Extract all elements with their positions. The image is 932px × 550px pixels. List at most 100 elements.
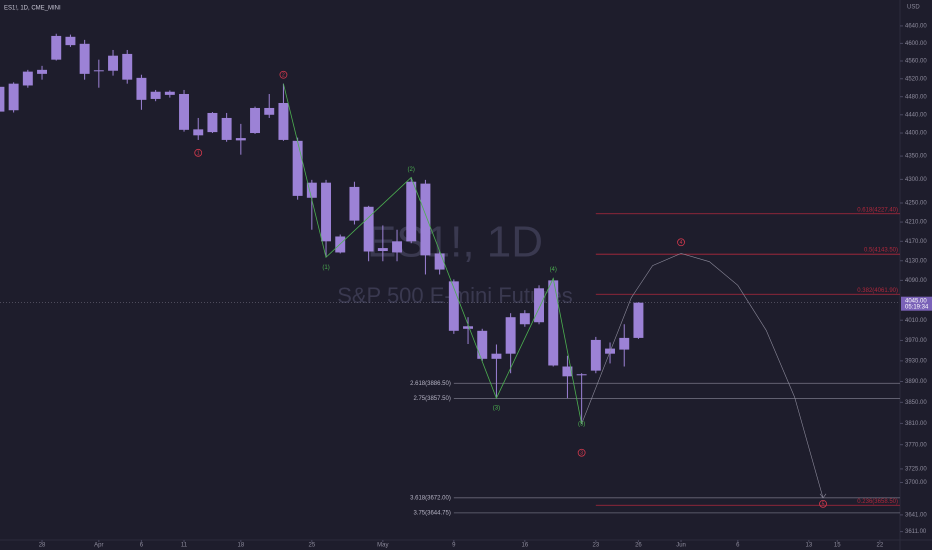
candle-body bbox=[420, 183, 431, 256]
candle-body bbox=[633, 302, 644, 338]
x-tick-label: 9 bbox=[452, 543, 456, 549]
candle-body bbox=[264, 107, 275, 115]
candle-body bbox=[505, 317, 516, 354]
candle-body bbox=[93, 70, 104, 72]
y-tick-label: 3970.00 bbox=[905, 338, 927, 344]
candle-body bbox=[448, 281, 459, 331]
candle-body bbox=[392, 241, 403, 253]
fib-label: 2.618(3886.50) bbox=[410, 381, 451, 387]
cycle-marker bbox=[819, 499, 827, 508]
cycle-label: 2 bbox=[282, 72, 285, 78]
candle-body bbox=[136, 77, 147, 100]
candle-body bbox=[491, 353, 502, 359]
candle-body bbox=[250, 107, 261, 134]
x-tick-label: 11 bbox=[181, 543, 188, 549]
cycle-marker bbox=[677, 238, 685, 247]
candle-body bbox=[51, 35, 62, 60]
candle-body bbox=[108, 55, 119, 71]
fib-label: 3.75(3644.75) bbox=[413, 510, 450, 516]
y-tick-label: 4520.00 bbox=[905, 76, 927, 82]
candle-body bbox=[37, 69, 48, 74]
projection-arrow bbox=[819, 493, 827, 499]
wave-label: (3) bbox=[493, 406, 500, 412]
candle-body bbox=[193, 129, 204, 136]
x-tick-label: 6 bbox=[736, 543, 740, 549]
y-tick-label: 4640.00 bbox=[905, 23, 927, 29]
cycle-label: 5 bbox=[822, 501, 825, 507]
candle-body bbox=[590, 339, 601, 371]
cycle-marker bbox=[194, 148, 203, 157]
x-tick-label: 18 bbox=[237, 543, 244, 549]
x-tick-label: 26 bbox=[635, 543, 642, 549]
x-tick-label: 15 bbox=[834, 543, 841, 549]
candle-body bbox=[562, 366, 573, 377]
candle-body bbox=[548, 280, 559, 366]
candle-body bbox=[79, 43, 90, 74]
y-tick-label: 4300.00 bbox=[905, 177, 927, 183]
x-tick-label: 16 bbox=[521, 543, 528, 549]
y-tick-label: 3725.00 bbox=[905, 466, 927, 472]
candle-body bbox=[349, 186, 360, 221]
candle-body bbox=[576, 374, 587, 376]
candle-body bbox=[434, 253, 445, 270]
cycle-label: 3 bbox=[580, 450, 583, 456]
countdown: 05:19:34 bbox=[905, 304, 929, 310]
y-tick-label: 4440.00 bbox=[905, 112, 927, 118]
x-tick-label: 6 bbox=[140, 543, 144, 549]
candle-body bbox=[164, 91, 175, 95]
y-tick-label: 3810.00 bbox=[905, 421, 927, 427]
last-price-tag bbox=[901, 296, 932, 311]
wave-line bbox=[283, 83, 582, 424]
candle-body bbox=[8, 83, 19, 111]
candle-body bbox=[363, 206, 374, 252]
fib-label: 0.236(3658.50) bbox=[857, 499, 898, 505]
candle-body bbox=[65, 36, 76, 46]
x-tick-label: 13 bbox=[805, 543, 812, 549]
wave-label: (4) bbox=[550, 267, 557, 273]
candle-body bbox=[292, 140, 303, 196]
candle-body bbox=[406, 181, 417, 242]
y-tick-label: 4560.00 bbox=[905, 59, 927, 65]
candle-body bbox=[235, 138, 246, 141]
candle-body bbox=[207, 112, 218, 133]
y-tick-label: 3611.00 bbox=[905, 529, 927, 535]
projection-curve bbox=[581, 253, 824, 498]
x-tick-label: Apr bbox=[94, 543, 103, 549]
y-tick-label: 4170.00 bbox=[905, 239, 927, 245]
last-price-label: 4045.00 bbox=[905, 298, 927, 304]
y-tick-label: 4130.00 bbox=[905, 258, 927, 264]
y-tick-label: 4350.00 bbox=[905, 154, 927, 160]
candle-body bbox=[306, 182, 317, 198]
candle-body bbox=[534, 288, 545, 323]
x-tick-label: 28 bbox=[39, 543, 46, 549]
wave-label: (5) bbox=[578, 422, 585, 428]
fib-label: 0.382(4061.90) bbox=[857, 288, 898, 294]
cycle-marker bbox=[279, 70, 288, 79]
fib-label: 3.618(3672.00) bbox=[410, 495, 451, 501]
wave-label: (1) bbox=[322, 265, 329, 271]
symbol-title: ES1!, 1D, CME_MINI bbox=[4, 6, 61, 12]
candle-body bbox=[22, 71, 33, 86]
candle-body bbox=[0, 86, 5, 112]
fib-label: 0.5(4143.50) bbox=[864, 248, 898, 254]
y-tick-label: 3700.00 bbox=[905, 480, 927, 486]
y-tick-label: 3890.00 bbox=[905, 379, 927, 385]
y-tick-label: 3850.00 bbox=[905, 400, 927, 406]
y-tick-label: 3930.00 bbox=[905, 358, 927, 364]
candle-body bbox=[221, 117, 232, 140]
y-tick-label: 4600.00 bbox=[905, 41, 927, 47]
y-tick-label: 4480.00 bbox=[905, 94, 927, 100]
x-tick-label: 25 bbox=[308, 543, 315, 549]
x-tick-label: 22 bbox=[876, 543, 883, 549]
candle-body bbox=[278, 103, 289, 140]
candle-body bbox=[179, 93, 190, 130]
candle-body bbox=[321, 182, 332, 242]
plot: 4640.00 4600.00 4560.00 4520.00 4480.00 4440.… bbox=[0, 23, 932, 549]
candle-body bbox=[377, 248, 388, 252]
y-tick-label: 4250.00 bbox=[905, 201, 927, 207]
candle-body bbox=[477, 330, 488, 359]
candle-body bbox=[122, 53, 133, 80]
candle-body bbox=[463, 326, 474, 329]
candle-body bbox=[619, 337, 630, 350]
y-tick-label: 4010.00 bbox=[905, 318, 927, 324]
